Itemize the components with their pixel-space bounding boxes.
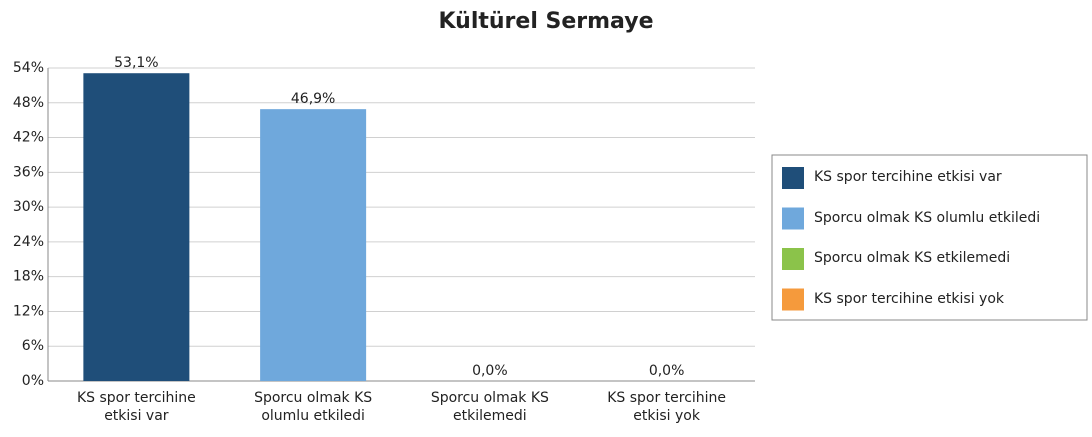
y-tick-label: 30% (13, 199, 44, 215)
legend-box (771, 154, 1088, 321)
y-tick-label: 24% (13, 234, 44, 250)
bar (83, 73, 190, 381)
y-tick-label: 0% (22, 373, 44, 389)
legend-label: Sporcu olmak KS olumlu etkiledi (814, 209, 1041, 226)
y-tick-label: 54% (13, 60, 44, 76)
y-tick-label: 6% (22, 338, 44, 354)
chart-title: Kültürel Sermaye (439, 9, 654, 34)
y-tick-label: 12% (13, 303, 44, 319)
y-tick-label: 48% (13, 95, 44, 111)
legend-swatch (782, 167, 804, 189)
value-label: 53,1% (114, 55, 158, 71)
x-tick-label: KS spor tercihine etkisi var (76, 390, 196, 424)
legend-label: KS spor tercihine etkisi yok (814, 290, 1004, 307)
value-label: 0,0% (649, 363, 685, 379)
x-tick-label: KS spor tercihine etkisi yok (607, 390, 727, 424)
value-label: 0,0% (472, 363, 508, 379)
y-tick-label: 42% (13, 130, 44, 146)
bar (260, 109, 367, 382)
x-tick-label: Sporcu olmak KS etkilemedi (430, 390, 549, 424)
y-tick-label: 18% (13, 269, 44, 285)
legend-swatch (782, 288, 804, 311)
legend-swatch (782, 207, 804, 230)
x-tick-label: Sporcu olmak KS olumlu etkiledi (254, 390, 373, 424)
legend-swatch (782, 248, 804, 270)
value-label: 46,9% (291, 91, 335, 107)
legend-label: KS spor tercihine etkisi var (814, 169, 1002, 185)
legend-label: Sporcu olmak KS etkilemedi (814, 250, 1011, 266)
y-tick-label: 36% (13, 164, 44, 180)
